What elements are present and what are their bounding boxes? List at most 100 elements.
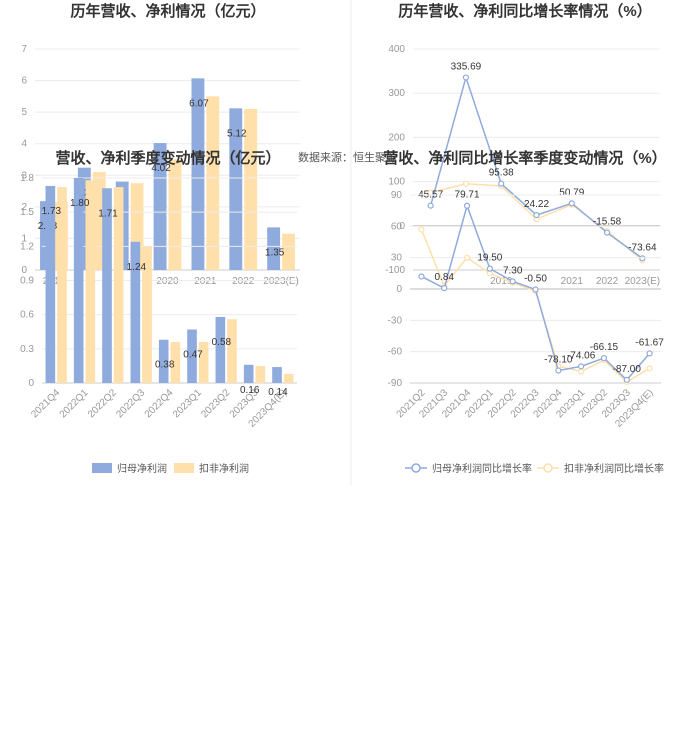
- bar-primary: [130, 241, 141, 383]
- data-label: 0.84: [434, 272, 454, 283]
- series-point: [555, 367, 562, 374]
- bar-primary: [215, 316, 226, 383]
- series-point: [418, 273, 425, 280]
- x-tick-label: 2021: [561, 276, 584, 287]
- y-tick-label: 1.2: [20, 241, 34, 252]
- series-point: [509, 278, 516, 285]
- bar-secondary: [168, 159, 182, 270]
- y-tick-label: 3: [21, 170, 27, 181]
- bar-secondary: [142, 246, 152, 383]
- series-point: [646, 365, 653, 372]
- data-label: 95.38: [489, 168, 514, 179]
- y-tick-label: 30: [391, 253, 403, 264]
- y-tick-label: 0: [21, 265, 27, 276]
- quarterly-profit-title: 营收、净利季度变动情况（亿元）: [55, 149, 280, 167]
- legend-label: 归母净利润: [117, 462, 167, 475]
- annual-revenue-title: 历年营收、净利情况（亿元）: [70, 2, 265, 20]
- bar-secondary: [227, 319, 237, 383]
- x-tick-label: 2020: [156, 276, 179, 287]
- data-label: -66.15: [590, 342, 619, 353]
- x-tick-label: 2021: [194, 276, 217, 287]
- data-label: -78.10: [544, 355, 573, 366]
- y-tick-label: 200: [388, 132, 405, 143]
- series-point: [498, 180, 505, 187]
- bar-secondary: [255, 365, 266, 383]
- bar-primary: [153, 143, 167, 270]
- bar-secondary: [282, 233, 295, 270]
- x-tick-label: 2023(E): [263, 276, 299, 287]
- bar-primary: [229, 108, 243, 271]
- data-label: 7.30: [503, 265, 523, 276]
- quarterly-growth-title: 营收、净利同比增长率季度变动情况（%）: [383, 149, 666, 167]
- series-point: [603, 229, 611, 236]
- data-label: 0.14: [268, 387, 288, 398]
- data-label: 4.02: [151, 163, 171, 174]
- data-label: -74.06: [567, 350, 596, 361]
- data-label: 79.71: [455, 190, 480, 201]
- data-label: -15.58: [593, 217, 622, 228]
- series-point: [463, 254, 471, 261]
- data-label: 50.79: [559, 187, 584, 198]
- legend-label: 归母净利润同比增长率: [432, 462, 532, 475]
- series-point: [578, 363, 585, 370]
- y-tick-label: 0: [399, 221, 405, 232]
- y-tick-label: 2: [21, 202, 27, 213]
- bar-primary: [73, 178, 84, 383]
- data-label: 19.50: [477, 253, 502, 264]
- series-point: [646, 350, 653, 357]
- data-label: 0.38: [155, 360, 175, 371]
- bar-secondary: [113, 187, 124, 383]
- y-tick-label: -60: [388, 347, 403, 358]
- y-tick-label: -30: [388, 315, 403, 326]
- y-tick-label: 300: [388, 88, 405, 99]
- bar-secondary: [85, 180, 96, 383]
- series-point: [462, 180, 470, 187]
- y-tick-label: 1: [21, 233, 27, 244]
- bar-secondary: [283, 373, 294, 383]
- y-tick-label: 1.5: [20, 207, 34, 218]
- legend-label: 扣非净利润: [199, 462, 249, 475]
- legend-label: 扣非净利润同比增长率: [564, 462, 664, 475]
- legend-marker: [411, 463, 421, 473]
- data-label: 1.71: [98, 208, 118, 219]
- data-label: -0.50: [524, 274, 547, 285]
- series-point: [568, 200, 575, 207]
- data-label: 1.24: [127, 262, 147, 273]
- bar-secondary: [206, 96, 220, 270]
- y-tick-label: -90: [388, 378, 403, 389]
- y-tick-label: -100: [385, 265, 405, 276]
- y-tick-label: 0.9: [20, 276, 34, 287]
- series-point: [463, 202, 471, 209]
- data-label: -87.00: [613, 364, 642, 375]
- series-point: [533, 211, 540, 219]
- series-point: [600, 354, 608, 362]
- y-tick-label: 90: [391, 190, 403, 201]
- series-point: [623, 376, 630, 383]
- data-label: 24.22: [524, 199, 549, 210]
- series-point: [418, 226, 425, 233]
- y-tick-label: 1.8: [20, 173, 34, 184]
- y-tick-label: 0.3: [20, 344, 34, 355]
- annual-growth-title: 历年营收、净利同比增长率情况（%）: [398, 2, 651, 20]
- data-label: 1.73: [42, 206, 62, 217]
- series-point: [532, 286, 539, 293]
- y-tick-label: 0: [396, 284, 402, 295]
- bar-primary: [272, 367, 282, 383]
- series-point: [441, 285, 448, 292]
- series-point: [486, 265, 493, 272]
- data-label: 1.80: [70, 198, 90, 209]
- bar-secondary: [57, 187, 67, 383]
- legend-swatch: [174, 463, 194, 473]
- data-label: 335.69: [451, 61, 482, 72]
- data-label: 0.16: [240, 385, 260, 396]
- bar-primary: [158, 339, 169, 383]
- data-label: -73.64: [628, 242, 657, 253]
- x-tick-label: 2019: [490, 276, 513, 287]
- y-tick-label: 7: [21, 44, 27, 55]
- data-label: 6.07: [189, 98, 209, 109]
- bar-secondary: [244, 108, 258, 270]
